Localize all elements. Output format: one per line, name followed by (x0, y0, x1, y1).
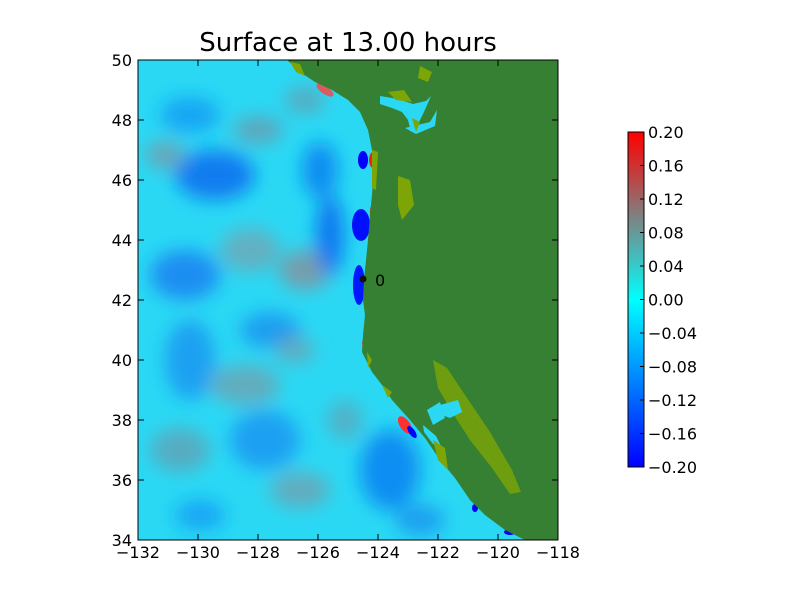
gauge-markers: 0 (359, 271, 385, 290)
y-tick-label: 46 (112, 171, 132, 190)
y-tick-label: 50 (112, 51, 132, 70)
surface-map: 0 (138, 60, 558, 540)
x-tick-label: −120 (476, 543, 520, 562)
x-tick-label: −130 (176, 543, 220, 562)
y-tick-label: 44 (112, 231, 132, 250)
lowland-shading (433, 360, 521, 494)
colorbar-tick-label: 0.12 (648, 190, 684, 209)
y-tick-label: 48 (112, 111, 132, 130)
colorbar-tick-label: 0.20 (648, 123, 684, 142)
land-mass (287, 60, 558, 540)
x-tick-label: −122 (416, 543, 460, 562)
y-tick-label: 38 (112, 411, 132, 430)
x-tick-label: −124 (356, 543, 400, 562)
gauge-label: 0 (375, 271, 385, 290)
x-axis: −132 −130 −128 −126 −124 −122 −120 −118 (116, 60, 580, 562)
colorbar-ticks: 0.20 0.16 0.12 0.08 0.04 0.00 −0.04 −0.08 −0.12 −… (640, 123, 697, 477)
y-tick-label: 42 (112, 291, 132, 310)
shoreline-fringe (290, 62, 448, 470)
colorbar-tick-label: 0.08 (648, 224, 684, 243)
colorbar-tick-label: −0.20 (648, 458, 697, 477)
colorbar-tick-label: 0.00 (648, 291, 684, 310)
colorbar-tick-label: 0.16 (648, 157, 684, 176)
y-axis: 34 36 38 40 42 44 46 48 50 (112, 51, 558, 550)
x-tick-label: −128 (236, 543, 280, 562)
colorbar-tick-label: 0.04 (648, 257, 684, 276)
chart-title: Surface at 13.00 hours (199, 28, 497, 58)
x-tick-label: −118 (536, 543, 580, 562)
colorbar-tick-label: −0.08 (648, 358, 697, 377)
colorbar-tick-label: −0.04 (648, 324, 697, 343)
y-tick-label: 34 (112, 531, 132, 550)
y-tick-label: 40 (112, 351, 132, 370)
x-tick-label: −132 (116, 543, 160, 562)
colorbar-tick-label: −0.16 (648, 425, 697, 444)
y-tick-label: 36 (112, 471, 132, 490)
ocean-surface-field (145, 86, 445, 535)
x-tick-label: −126 (296, 543, 340, 562)
colorbar-tick-label: −0.12 (648, 391, 697, 410)
gauge-marker (359, 275, 367, 283)
colorbar: 0.20 0.16 0.12 0.08 0.04 0.00 −0.04 −0.08 −0.12 −… (627, 123, 697, 477)
